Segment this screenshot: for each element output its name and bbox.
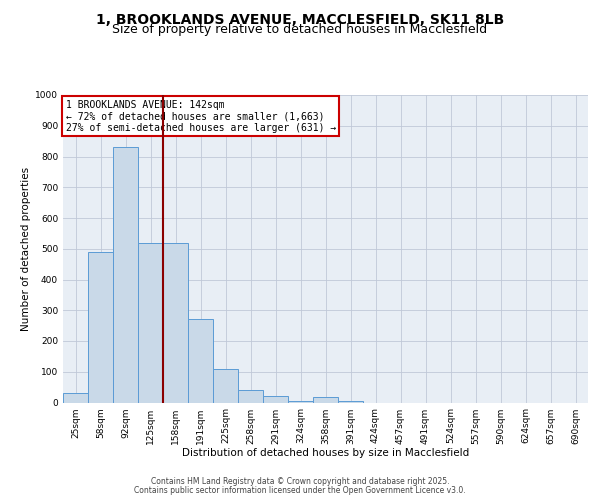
Text: Contains HM Land Registry data © Crown copyright and database right 2025.: Contains HM Land Registry data © Crown c…: [151, 477, 449, 486]
Text: Contains public sector information licensed under the Open Government Licence v3: Contains public sector information licen…: [134, 486, 466, 495]
Bar: [138, 242, 163, 402]
X-axis label: Distribution of detached houses by size in Macclesfield: Distribution of detached houses by size …: [182, 448, 469, 458]
Bar: [238, 390, 263, 402]
Bar: [63, 394, 88, 402]
Text: 1, BROOKLANDS AVENUE, MACCLESFIELD, SK11 8LB: 1, BROOKLANDS AVENUE, MACCLESFIELD, SK11…: [96, 12, 504, 26]
Bar: [163, 242, 188, 402]
Text: 1 BROOKLANDS AVENUE: 142sqm
← 72% of detached houses are smaller (1,663)
27% of : 1 BROOKLANDS AVENUE: 142sqm ← 72% of det…: [65, 100, 336, 133]
Y-axis label: Number of detached properties: Number of detached properties: [21, 166, 31, 331]
Text: Size of property relative to detached houses in Macclesfield: Size of property relative to detached ho…: [112, 22, 488, 36]
Bar: [263, 396, 288, 402]
Bar: [338, 401, 363, 402]
Bar: [313, 398, 338, 402]
Bar: [113, 148, 138, 402]
Bar: [88, 252, 113, 402]
Bar: [188, 320, 213, 402]
Bar: [288, 401, 313, 402]
Bar: [213, 370, 238, 402]
